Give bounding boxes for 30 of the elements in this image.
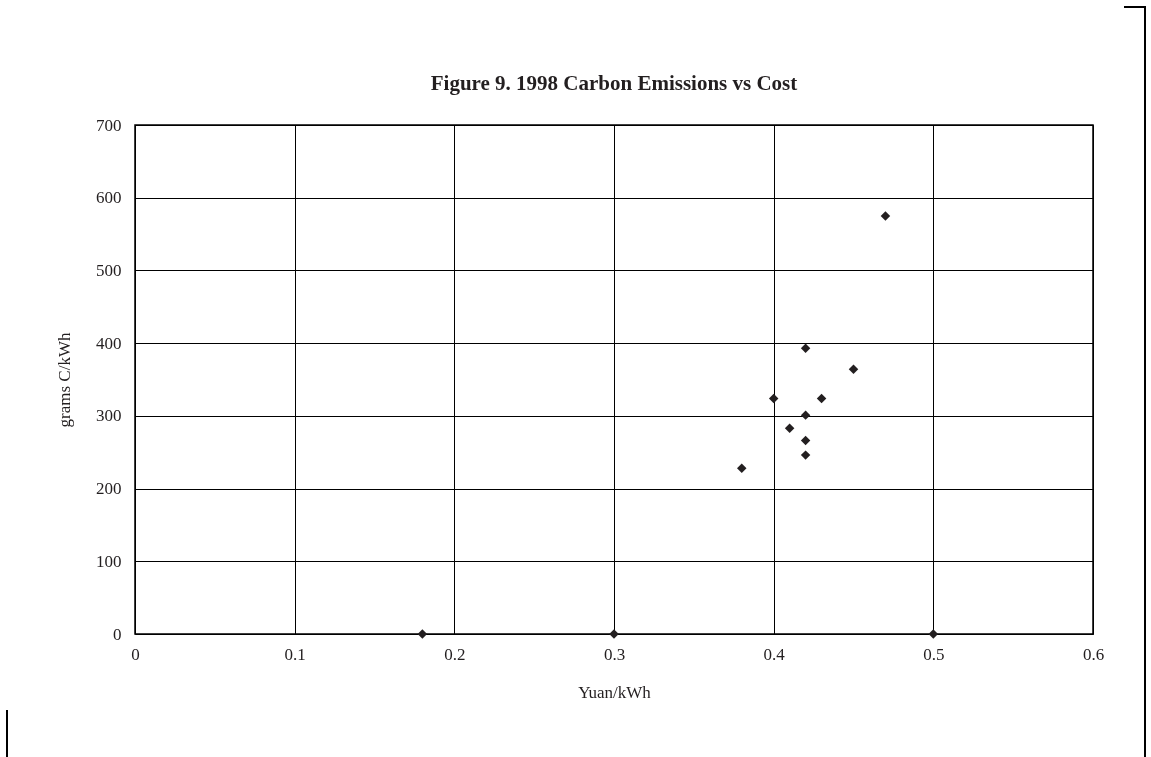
- y-tick-label: 500: [96, 260, 122, 280]
- x-tick-label: 0.2: [444, 644, 466, 664]
- point: [800, 435, 811, 446]
- point: [880, 211, 891, 221]
- x-axis-title: Yuan/kWh: [578, 682, 652, 702]
- y-tick-label: 200: [96, 479, 122, 499]
- chart-title: Figure 9. 1998 Carbon Emissions vs Cost: [430, 71, 798, 95]
- x-tick-label: 0.6: [1082, 644, 1105, 664]
- y-tick-label: 300: [96, 406, 122, 426]
- y-tick-label: 400: [96, 333, 122, 353]
- x-tick-label: 0: [131, 644, 140, 664]
- point: [768, 393, 779, 404]
- point: [800, 410, 811, 420]
- point: [800, 343, 811, 353]
- point: [784, 423, 795, 433]
- y-tick-label: 0: [113, 624, 122, 644]
- point: [816, 393, 827, 404]
- y-tick-label: 700: [96, 115, 122, 135]
- point: [417, 629, 428, 639]
- x-tick-label: 0.3: [603, 644, 626, 664]
- x-tick-label: 0.4: [763, 644, 786, 664]
- x-tick-label: 0.5: [923, 644, 945, 664]
- x-tick-label: 0.1: [284, 644, 306, 664]
- y-tick-label: 100: [96, 551, 122, 571]
- point: [848, 364, 859, 375]
- y-tick-label: 600: [96, 188, 122, 208]
- point: [736, 463, 747, 473]
- point: [800, 450, 811, 460]
- point: [928, 629, 939, 639]
- y-axis-title: grams C/kWh: [55, 332, 74, 428]
